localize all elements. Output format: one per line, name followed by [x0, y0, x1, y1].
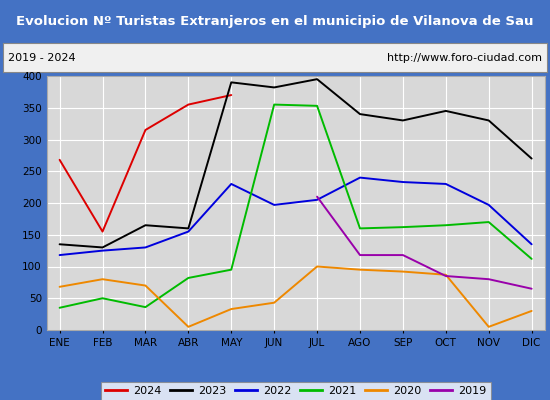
Text: Evolucion Nº Turistas Extranjeros en el municipio de Vilanova de Sau: Evolucion Nº Turistas Extranjeros en el … — [16, 14, 534, 28]
Legend: 2024, 2023, 2022, 2021, 2020, 2019: 2024, 2023, 2022, 2021, 2020, 2019 — [101, 382, 491, 400]
Text: http://www.foro-ciudad.com: http://www.foro-ciudad.com — [387, 53, 542, 63]
Text: 2019 - 2024: 2019 - 2024 — [8, 53, 76, 63]
